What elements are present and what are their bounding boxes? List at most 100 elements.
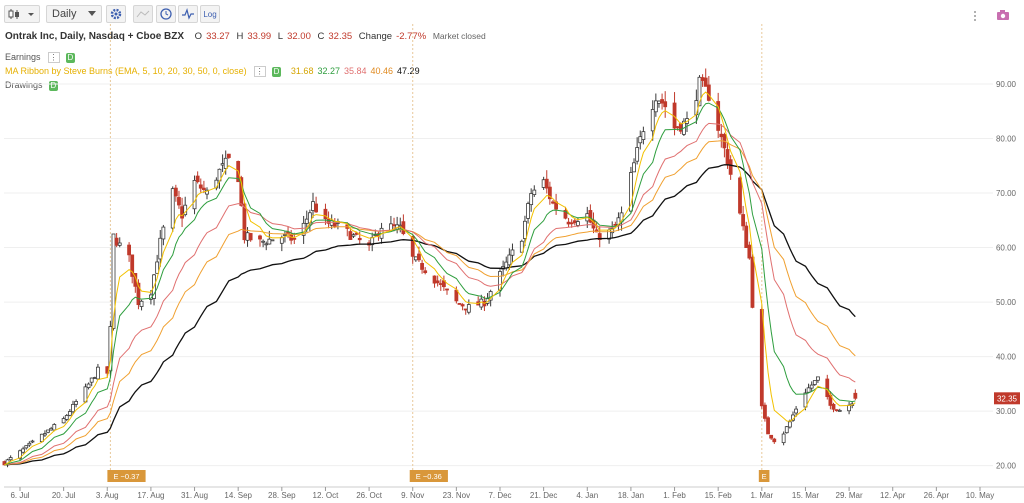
candle-body — [432, 275, 437, 284]
candle-body — [694, 100, 699, 116]
candle-body — [74, 401, 79, 405]
candle-body — [117, 242, 122, 246]
candle-body — [747, 244, 752, 259]
candle-body — [597, 233, 602, 240]
candle-body — [43, 433, 47, 436]
x-tick-label: 28. Sep — [268, 491, 296, 500]
candle-body — [697, 76, 702, 107]
candle-body — [261, 240, 266, 243]
candle-body — [92, 377, 97, 379]
y-tick-label: 80.00 — [996, 135, 1017, 144]
earnings-study-row[interactable]: Earnings ⋮ D — [5, 52, 79, 63]
open-value: 33.27 — [206, 31, 230, 42]
earnings-label: Earnings — [5, 52, 41, 62]
candle-body — [728, 159, 733, 175]
candle-body — [675, 126, 680, 129]
earnings-marker — [409, 470, 448, 482]
snapshot-button[interactable] — [996, 8, 1010, 26]
candlestick-type-button[interactable] — [4, 5, 40, 23]
candle-body — [529, 193, 534, 206]
ema10-value: 32.27 — [317, 66, 340, 76]
candle-body — [46, 429, 50, 433]
indicators-button[interactable] — [178, 5, 198, 23]
candle-body — [348, 231, 353, 240]
candle-body — [86, 383, 91, 388]
candle-body — [563, 210, 568, 219]
candle-body — [678, 123, 683, 132]
candle-body — [89, 377, 94, 383]
candle-body — [766, 417, 770, 435]
candle-body — [816, 376, 820, 381]
x-tick-label: 7. Dec — [488, 491, 511, 500]
x-tick-label: 17. Aug — [137, 491, 164, 500]
more-options-button[interactable] — [972, 9, 978, 27]
earnings-marker-label: E — [762, 472, 767, 481]
camera-icon — [997, 10, 1009, 20]
data-window-tag[interactable]: D — [271, 67, 282, 77]
x-tick-label: 10. May — [966, 491, 994, 500]
ma-ribbon-label: MA Ribbon by Steve Burns (EMA, 5, 10, 20… — [5, 66, 247, 76]
x-tick-label: 12. Apr — [880, 491, 906, 500]
candle-body — [39, 433, 44, 443]
candle-body — [198, 184, 203, 189]
x-tick-label: 15. Mar — [792, 491, 819, 500]
x-tick-label: 9. Nov — [401, 491, 424, 500]
candle-body — [24, 445, 29, 449]
candle-body — [136, 282, 141, 306]
candle-body — [635, 147, 640, 162]
candle-body — [264, 243, 269, 246]
indicator-icon — [182, 8, 194, 20]
candle-body — [71, 403, 75, 413]
more-icon[interactable]: ⋮ — [47, 52, 60, 63]
candle-body — [750, 256, 755, 308]
ma-ribbon-study-row[interactable]: MA Ribbon by Steve Burns (EMA, 5, 10, 20… — [5, 66, 424, 77]
chevron-down-icon — [88, 11, 96, 16]
interval-select[interactable]: Daily — [46, 5, 102, 23]
candle-body — [311, 201, 315, 211]
candle-body — [173, 187, 178, 197]
log-scale-button[interactable]: Log — [200, 5, 220, 23]
candles — [2, 68, 858, 468]
more-vertical-icon — [974, 11, 976, 21]
last-price-label: 32.35 — [994, 392, 1020, 405]
candle-body — [566, 221, 571, 225]
replay-button[interactable] — [156, 5, 176, 23]
candle-body — [463, 308, 468, 311]
candle-body — [108, 326, 113, 372]
gear-icon — [110, 8, 122, 20]
drawings-row[interactable]: Drawings D — [5, 80, 62, 91]
ohlc-legend: Ontrak Inc, Daily, Nasdaq + Cboe BZX O 33… — [5, 31, 490, 42]
candle-body — [569, 222, 574, 225]
candle-body — [435, 280, 440, 284]
candle-body — [423, 270, 428, 274]
data-window-tag[interactable]: D — [65, 53, 76, 63]
candle-body — [641, 131, 646, 140]
candle-body — [158, 237, 163, 260]
candle-body — [279, 237, 284, 244]
data-window-tag[interactable]: D — [48, 81, 59, 91]
earnings-marker — [758, 470, 770, 482]
earnings-marker-label: E −0.36 — [416, 472, 442, 481]
candle-body — [781, 433, 786, 444]
candle-body — [139, 300, 144, 307]
candle-body — [744, 225, 749, 248]
candle-body — [716, 101, 721, 131]
drawings-label: Drawings — [5, 80, 43, 90]
candle-body — [719, 133, 724, 138]
compare-button[interactable] — [133, 5, 153, 23]
more-icon[interactable]: ⋮ — [253, 66, 266, 77]
candle-body — [155, 261, 160, 274]
candle-body — [772, 438, 777, 443]
ema50-value: 47.29 — [397, 66, 420, 76]
candle-body — [226, 153, 231, 158]
settings-button[interactable] — [106, 5, 126, 23]
close-label: C — [317, 31, 325, 42]
ema20-value: 35.84 — [343, 66, 367, 76]
candle-body — [809, 384, 814, 389]
ema10-line — [4, 102, 856, 466]
candle-body — [248, 233, 253, 241]
candle-body — [61, 418, 66, 424]
ema20-line — [4, 122, 856, 466]
candle-body — [127, 244, 131, 256]
